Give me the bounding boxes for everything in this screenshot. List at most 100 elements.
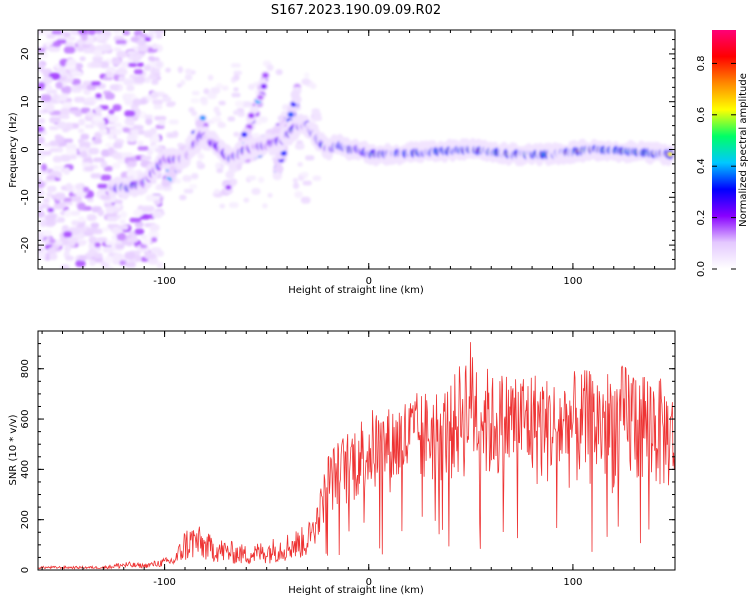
- heatmap-cell: [158, 119, 166, 126]
- heatmap-cell: [260, 83, 267, 89]
- heatmap-cell: [118, 75, 126, 82]
- heatmap-cell: [38, 189, 45, 197]
- colorbar-tick-label: 0.6: [696, 107, 707, 123]
- heatmap-cell: [203, 88, 210, 95]
- heatmap-cell: [39, 219, 47, 228]
- heatmap-cell: [101, 149, 111, 157]
- heatmap-cell: [79, 240, 87, 245]
- heatmap-cell: [112, 162, 121, 169]
- heatmap-cell: [292, 182, 300, 190]
- heatmap-cell: [216, 168, 224, 174]
- heatmap-cell: [65, 77, 74, 84]
- heatmap-cell: [144, 251, 156, 260]
- heatmap-cell: [71, 70, 83, 77]
- heatmap-cell: [41, 203, 50, 209]
- snr-panel: -100 0 100 0 200 400 600 800 Height of straight…: [8, 330, 676, 596]
- heatmap-cell: [64, 64, 77, 70]
- heatmap-cell: [155, 124, 165, 129]
- heatmap-cell: [105, 240, 115, 246]
- heatmap-cell: [65, 41, 75, 49]
- heatmap-cell: [106, 216, 118, 222]
- heatmap-cell: [121, 152, 133, 158]
- heatmap-cell: [45, 220, 57, 226]
- heatmap-cell: [49, 126, 59, 131]
- heatmap-cell: [71, 220, 79, 226]
- heatmap-cell: [290, 90, 300, 99]
- colorbar-gradient: [712, 30, 736, 269]
- heatmap-cell: [75, 183, 84, 190]
- heatmap-cell: [93, 50, 103, 57]
- heatmap-cell: [80, 133, 90, 140]
- heatmap-cell: [258, 176, 265, 183]
- heatmap-cell: [155, 61, 163, 68]
- heatmap-cell: [155, 147, 161, 153]
- heatmap-cell: [96, 33, 105, 42]
- heatmap-cell: [78, 227, 88, 232]
- heatmap-cell: [207, 92, 217, 100]
- heatmap-cell: [111, 227, 122, 235]
- heatmap-cell: [148, 30, 156, 35]
- heatmap-cell: [94, 106, 103, 114]
- heatmap-cell: [109, 128, 116, 135]
- y-tick-label: -20: [20, 237, 31, 253]
- heatmap-cell: [51, 30, 63, 35]
- heatmap-cell: [298, 175, 305, 181]
- y-tick-label: 800: [20, 359, 31, 378]
- heatmap-cell: [140, 155, 152, 161]
- heatmap-cell: [96, 237, 108, 242]
- heatmap-cell: [139, 214, 151, 220]
- heatmap-cell: [252, 132, 260, 138]
- heatmap-cell: [148, 56, 155, 61]
- heatmap-cell: [301, 78, 311, 85]
- heatmap-cell: [107, 146, 115, 155]
- colorbar-tick-label: 0.2: [696, 210, 707, 226]
- heatmap-cell: [128, 120, 135, 127]
- heatmap-cell: [88, 236, 98, 244]
- y-tick-label: 20: [20, 48, 31, 61]
- heatmap-cell: [90, 173, 102, 179]
- heatmap-cell: [304, 72, 310, 79]
- heatmap-cell: [38, 252, 46, 260]
- heatmap-cell: [104, 92, 115, 100]
- colorbar-tick-label: 0.4: [696, 158, 707, 174]
- heatmap-cell: [76, 44, 85, 52]
- heatmap-cell: [42, 150, 52, 156]
- heatmap-cell: [137, 45, 149, 53]
- heatmap-cell: [69, 154, 77, 160]
- heatmap-cell: [83, 231, 94, 237]
- heatmap-cell: [57, 66, 67, 74]
- heatmap-cell: [133, 69, 144, 75]
- heatmap-cell: [231, 92, 241, 98]
- heatmap-cell: [60, 108, 71, 115]
- heatmap-cell: [90, 61, 102, 68]
- heatmap-cell: [95, 93, 102, 99]
- heatmap-cell: [100, 194, 111, 200]
- heatmap-cell: [176, 83, 183, 88]
- heatmap-cell: [134, 228, 145, 235]
- heatmap-cell: [133, 209, 144, 217]
- heatmap-cell: [122, 127, 130, 133]
- heatmap-cell: [66, 149, 78, 155]
- heatmap-cell: [39, 30, 51, 36]
- heatmap-cell: [95, 30, 103, 35]
- heatmap-cell: [132, 56, 140, 64]
- heatmap-cell: [70, 210, 81, 216]
- heatmap-cell: [46, 192, 53, 198]
- heatmap-cell: [312, 175, 322, 181]
- heatmap-cell: [52, 155, 62, 163]
- heatmap-cell: [137, 140, 144, 146]
- x-tick-label: -100: [153, 577, 176, 588]
- heatmap-cell: [62, 225, 69, 231]
- heatmap-cell: [116, 68, 128, 76]
- heatmap-cell: [119, 260, 126, 266]
- heatmap-cell: [311, 108, 320, 115]
- heatmap-cell: [225, 170, 235, 179]
- heatmap-cell: [126, 134, 137, 143]
- heatmap-cell: [132, 98, 142, 106]
- heatmap-cell: [130, 129, 139, 135]
- y-tick-label: 600: [20, 410, 31, 429]
- heatmap-cell: [137, 146, 149, 151]
- heatmap-cell: [267, 193, 273, 198]
- heatmap-cell: [149, 127, 157, 135]
- snr-series-line: [38, 342, 675, 570]
